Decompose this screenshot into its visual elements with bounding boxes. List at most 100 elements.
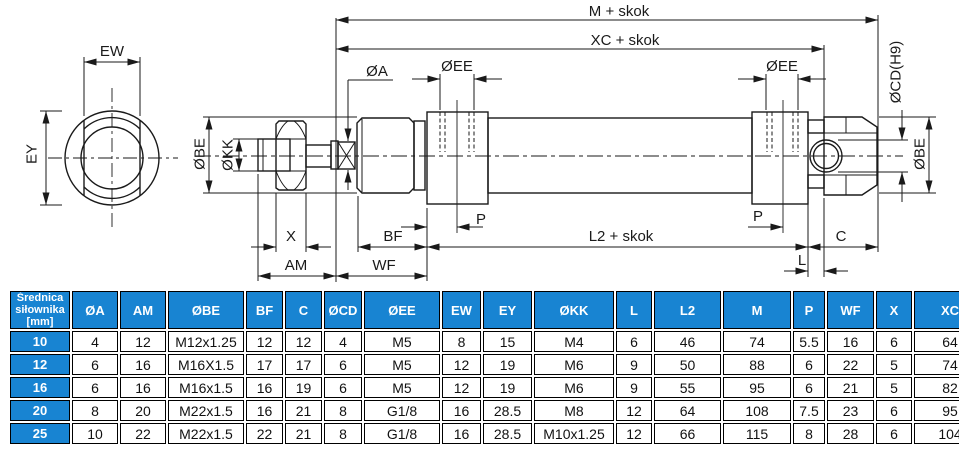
value-cell: 23: [827, 400, 874, 421]
header-cell-size: Średnica siłownika [mm]: [10, 291, 70, 329]
header-cell: EY: [483, 291, 532, 329]
size-cell: 12: [10, 354, 70, 375]
table-row: 10 4 12 M12x1.25 12 12 4 M5 8 15 M4 6 46 74 5.5 16 6 64: [10, 331, 959, 352]
value-cell: 15: [483, 331, 532, 352]
value-cell: 16: [120, 377, 166, 398]
value-cell: 16: [120, 354, 166, 375]
ew-dimension: [83, 57, 141, 116]
value-cell: 17: [285, 354, 322, 375]
value-cell: 6: [72, 377, 118, 398]
value-cell: M22x1.5: [168, 400, 244, 421]
size-cell: 16: [10, 377, 70, 398]
header-cell: L2: [654, 291, 721, 329]
header-size-line: siłownika: [15, 304, 65, 316]
value-cell: 12: [616, 400, 652, 421]
value-cell: M4: [534, 331, 614, 352]
value-cell: 28.5: [483, 400, 532, 421]
value-cell: 6: [793, 354, 825, 375]
value-cell: 95: [723, 377, 791, 398]
value-cell: 55: [654, 377, 721, 398]
dim-label-l2-skok: L2 + skok: [589, 228, 654, 245]
spec-table-body: 10 4 12 M12x1.25 12 12 4 M5 8 15 M4 6 46 74 5.5 16 6 64 12…: [10, 331, 959, 444]
header-cell: C: [285, 291, 322, 329]
clevis-bottom-tab: [807, 174, 825, 189]
dim-label-m-skok: M + skok: [589, 3, 650, 20]
dim-label-ew: EW: [100, 43, 125, 60]
value-cell: G1/8: [364, 400, 440, 421]
value-cell: G1/8: [364, 423, 440, 444]
header-cell: EW: [442, 291, 481, 329]
header-size-line: [mm]: [26, 316, 54, 328]
value-cell: 50: [654, 354, 721, 375]
value-cell: 12: [442, 354, 481, 375]
rod-flange: [330, 140, 339, 170]
dim-label-p-front: P: [476, 211, 486, 228]
rear-clevis: [823, 116, 878, 196]
piston-rod-assembly: [257, 120, 356, 191]
value-cell: 6: [876, 400, 912, 421]
ey-dimension: [40, 110, 62, 206]
drawing-svg: EW EY: [23, 3, 936, 282]
value-cell: 12: [616, 423, 652, 444]
value-cell: M22x1.5: [168, 423, 244, 444]
header-cell: L: [616, 291, 652, 329]
spec-table: Średnica siłownika [mm] ØA AM ØBE BF C ØCD ØEE EW E…: [8, 289, 959, 446]
value-cell: 115: [723, 423, 791, 444]
value-cell: 4: [72, 331, 118, 352]
value-cell: 12: [285, 331, 322, 352]
value-cell: 8: [442, 331, 481, 352]
table-row: 16 6 16 M16x1.5 16 19 6 M5 12 19 M6 9 55 95 6 21 5 82: [10, 377, 959, 398]
value-cell: 6: [324, 377, 362, 398]
dim-label-ocd: ØCD(H9): [887, 41, 904, 104]
value-cell: 5: [876, 354, 912, 375]
dim-label-oee-front: ØEE: [441, 58, 473, 75]
value-cell: 95: [914, 400, 959, 421]
header-cell: P: [793, 291, 825, 329]
header-cell: XC: [914, 291, 959, 329]
dim-label-bf: BF: [383, 228, 402, 245]
value-cell: 66: [654, 423, 721, 444]
dim-label-xc-skok: XC + skok: [591, 32, 660, 49]
rod-thread: [257, 138, 291, 172]
spec-table-head: Średnica siłownika [mm] ØA AM ØBE BF C ØCD ØEE EW E…: [10, 291, 959, 329]
rear-port-thread-dashes: [766, 112, 799, 152]
value-cell: 5.5: [793, 331, 825, 352]
value-cell: M6: [534, 377, 614, 398]
cylinder-tube: [487, 117, 753, 194]
value-cell: 16: [246, 400, 283, 421]
front-port-thread-dashes: [439, 112, 475, 152]
value-cell: 21: [285, 423, 322, 444]
value-cell: 5: [876, 377, 912, 398]
dim-label-obe-left: ØBE: [191, 138, 208, 170]
value-cell: 12: [246, 331, 283, 352]
value-cell: 28.5: [483, 423, 532, 444]
header-size-line: Średnica: [16, 292, 64, 304]
header-cell: ØBE: [168, 291, 244, 329]
value-cell: 6: [324, 354, 362, 375]
dimension-spec-table: Średnica siłownika [mm] ØA AM ØBE BF C ØCD ØEE EW E…: [8, 289, 959, 446]
dim-label-oa: ØA: [366, 63, 388, 80]
rod-square-cross: [337, 141, 356, 170]
front-cap: [356, 117, 415, 194]
cylinder-body: [356, 100, 878, 233]
dim-label-p-rear: P: [753, 208, 763, 225]
value-cell: M12x1.25: [168, 331, 244, 352]
header-cell: ØA: [72, 291, 118, 329]
value-cell: 22: [827, 354, 874, 375]
value-cell: 104: [914, 423, 959, 444]
cylinder-technical-drawing: EW EY: [23, 3, 936, 282]
value-cell: 74: [914, 354, 959, 375]
header-cell: ØCD: [324, 291, 362, 329]
dim-label-am: AM: [285, 257, 308, 274]
front-cap-neck: [413, 120, 426, 191]
size-cell: 25: [10, 423, 70, 444]
clevis-top-tab: [807, 119, 825, 134]
value-cell: 16: [246, 377, 283, 398]
header-cell: M: [723, 291, 791, 329]
value-cell: 9: [616, 377, 652, 398]
value-cell: 20: [120, 400, 166, 421]
value-cell: M10x1.25: [534, 423, 614, 444]
size-cell: 20: [10, 400, 70, 421]
value-cell: 19: [483, 354, 532, 375]
value-cell: 16: [827, 331, 874, 352]
